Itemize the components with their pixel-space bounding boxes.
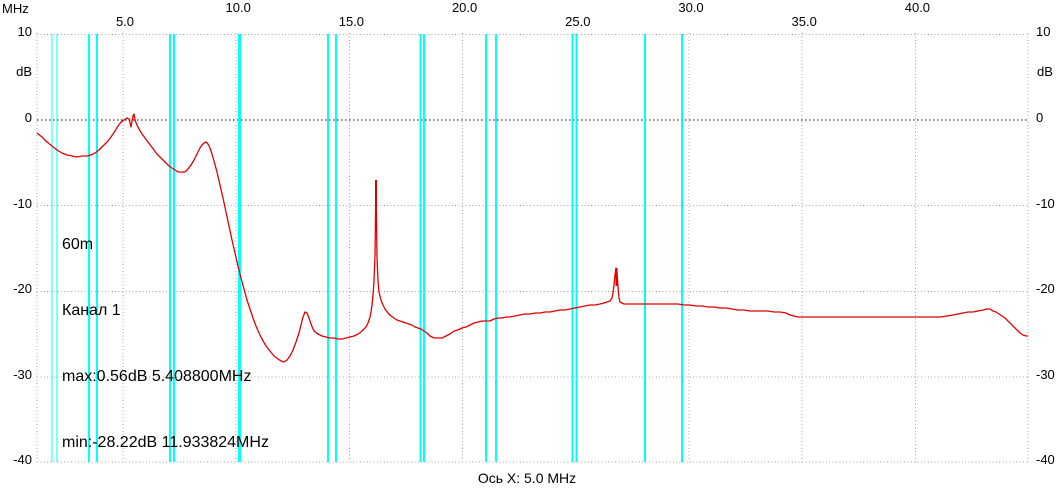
x-tick-label: 15.0 [338,14,365,29]
y-tick-label: -20 [1036,281,1055,297]
y-tick-label: -30 [13,367,32,382]
x-tick-label: 25.0 [565,14,591,29]
y-tick-label: -40 [1036,452,1055,467]
right-axis-unit-label: dB [1037,64,1053,79]
y-tick-label: -40 [13,452,32,467]
x-tick-label: 20.0 [451,0,478,15]
x-axis-title: Ось X: 5.0 MHz [477,470,577,486]
y-tick-label: 0 [24,110,32,125]
y-tick-label: 10 [17,24,32,40]
y-tick-label: 0 [1036,110,1044,125]
y-tick-label: 10 [1036,24,1051,40]
y-tick-label: -10 [13,195,32,211]
x-tick-label: 10.0 [225,0,251,15]
min-readout: min:-28.22dB 11.933824MHz [62,434,269,451]
x-tick-label: 5.0 [115,14,135,29]
x-tick-label: 35.0 [791,14,817,29]
x-tick-label: 30.0 [678,0,704,15]
y-tick-label: -10 [1036,195,1055,211]
y-tick-label: -20 [13,281,32,297]
max-readout: max:0.56dB 5.408800MHz [62,368,252,385]
y-tick-label: -30 [1036,367,1055,382]
left-axis-unit-label: dB [16,64,32,79]
x-axis-unit-label: MHz [2,1,29,16]
x-tick-label: 40.0 [904,0,931,15]
band-label: 60m [62,236,94,253]
channel-label: Канал 1 [62,302,121,319]
trace-info-annotation: 60m Канал 1 max:0.56dB 5.408800MHz min:-… [62,190,269,497]
